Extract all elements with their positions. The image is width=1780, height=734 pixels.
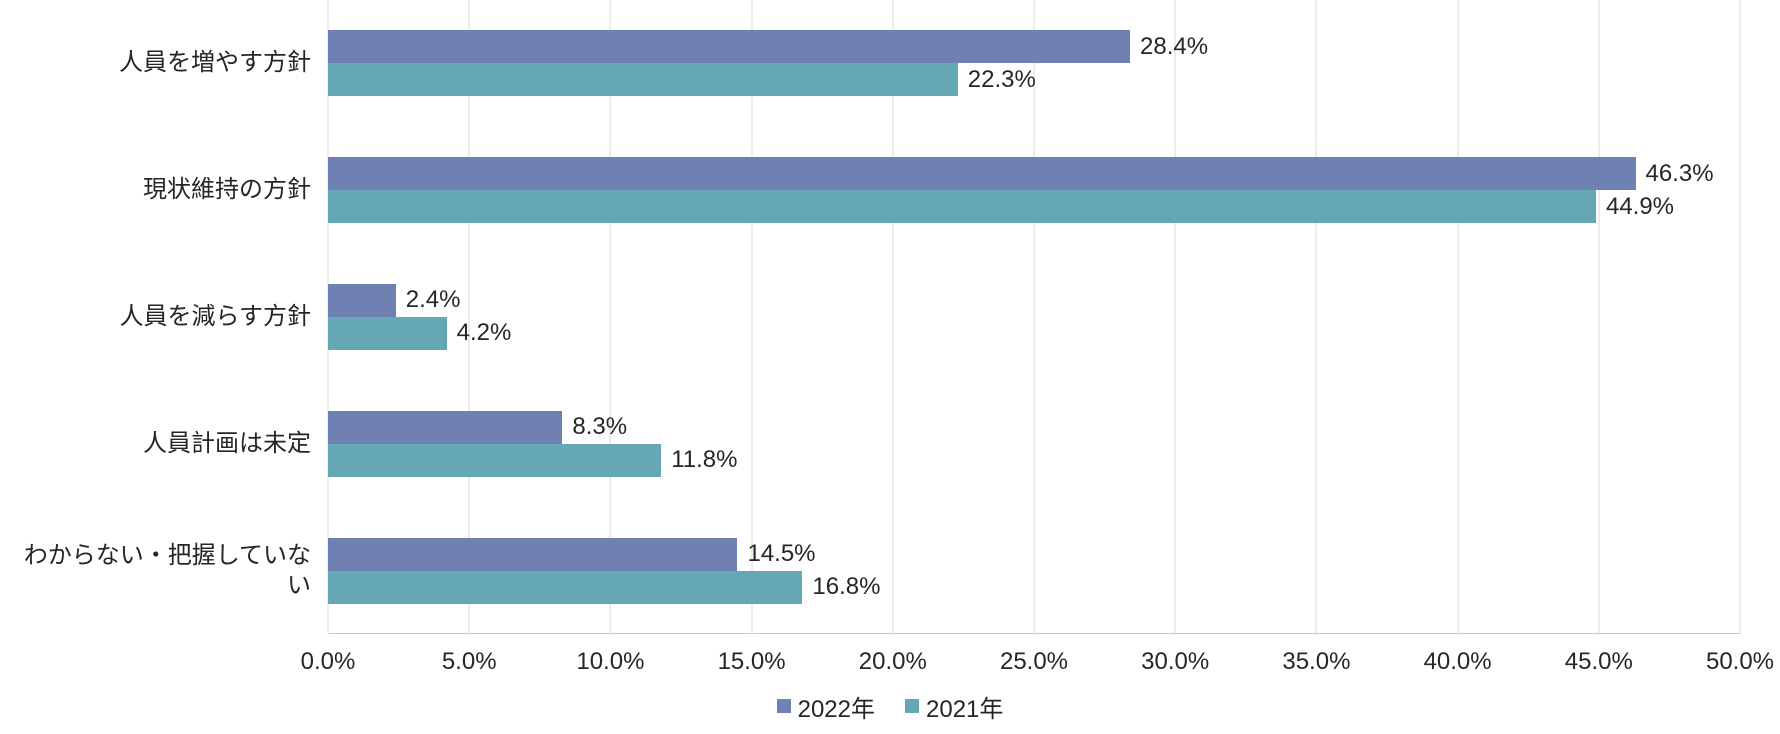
x-tick-label: 15.0%	[717, 648, 786, 675]
bar-2021: 22.3%	[328, 63, 1036, 97]
gridline	[892, 0, 894, 633]
gridline	[609, 0, 611, 633]
legend: 2022年 2021年	[0, 686, 1780, 726]
x-axis: 0.0% 5.0% 10.0% 15.0% 20.0% 25.0% 30.0% 35.0% 40…	[301, 634, 1774, 686]
gridline	[1457, 0, 1459, 633]
legend-item-2022: 2022年	[776, 689, 875, 724]
bar-group: 2.4% 4.2%	[328, 283, 1740, 350]
x-tick-label: 5.0%	[441, 648, 497, 675]
bar-2022: 8.3%	[328, 410, 627, 444]
x-tick-label: 10.0%	[576, 648, 645, 675]
category-row: 人員を増やす方針 28.4% 22.3%	[0, 0, 1780, 127]
category-row: 現状維持の方針 46.3% 44.9%	[0, 127, 1780, 254]
legend-swatch-2021	[905, 699, 919, 713]
legend-label: 2022年	[797, 695, 875, 723]
bar-group: 46.3% 44.9%	[328, 157, 1740, 224]
bar-2022: 2.4%	[328, 283, 460, 317]
category-row: 人員計画は未定 8.3% 11.8%	[0, 380, 1780, 507]
gridline	[1174, 0, 1176, 633]
x-tick-label: 0.0%	[300, 648, 356, 675]
category-label: 人員計画は未定	[143, 429, 311, 457]
gridline	[1739, 0, 1741, 633]
category-label: わからない・把握していない	[23, 541, 311, 599]
gridline	[468, 0, 470, 633]
bar-value-label: 16.8%	[812, 573, 881, 601]
gridline	[1033, 0, 1035, 633]
x-tick-label: 50.0%	[1705, 648, 1775, 675]
plot-area: 人員を増やす方針 28.4% 22.3% 現状維持の方針	[0, 0, 1780, 634]
bar-value-label: 11.8%	[671, 446, 738, 474]
gridline	[751, 0, 753, 633]
legend-item-2021: 2021年	[905, 689, 1003, 724]
bar-value-label: 46.3%	[1645, 159, 1714, 187]
category-rows: 人員を増やす方針 28.4% 22.3% 現状維持の方針	[0, 0, 1780, 634]
bar-value-label: 28.4%	[1140, 32, 1209, 60]
bar-value-label: 14.5%	[747, 540, 816, 568]
bar-2022: 28.4%	[328, 30, 1208, 64]
x-tick-label: 35.0%	[1282, 648, 1351, 675]
legend-label: 2021年	[926, 695, 1004, 723]
bar-2021: 4.2%	[328, 316, 511, 350]
x-tick-label: 40.0%	[1423, 648, 1492, 675]
bar-value-label: 44.9%	[1605, 192, 1675, 220]
gridline	[1315, 0, 1317, 633]
bar-2022: 14.5%	[328, 537, 816, 571]
x-tick-label: 45.0%	[1564, 648, 1633, 675]
x-tick-label: 25.0%	[999, 648, 1069, 675]
bar-group: 28.4% 22.3%	[328, 30, 1740, 97]
bar-2021: 44.9%	[328, 190, 1674, 224]
bar-group: 14.5% 16.8%	[328, 537, 1740, 604]
bar-value-label: 22.3%	[967, 65, 1036, 93]
category-label: 人員を増やす方針	[119, 49, 311, 77]
bar-2021: 16.8%	[328, 570, 880, 604]
bar-2021: 11.8%	[328, 443, 738, 477]
x-tick-label: 30.0%	[1141, 648, 1210, 675]
bar-value-label: 4.2%	[456, 319, 512, 347]
bar-group: 8.3% 11.8%	[328, 410, 1740, 477]
category-row: 人員を減らす方針 2.4% 4.2%	[0, 254, 1780, 381]
legend-swatch-2022	[776, 699, 791, 713]
category-row: わからない・把握していない 14.5% 16.8%	[0, 507, 1780, 634]
category-label: 現状維持の方針	[143, 176, 311, 204]
bar-value-label: 8.3%	[572, 413, 628, 441]
x-tick-label: 20.0%	[858, 648, 927, 675]
bar-value-label: 2.4%	[405, 286, 461, 314]
bar-2022: 46.3%	[328, 157, 1714, 191]
gridline	[1598, 0, 1600, 633]
category-label: 人員を減らす方針	[119, 302, 311, 330]
